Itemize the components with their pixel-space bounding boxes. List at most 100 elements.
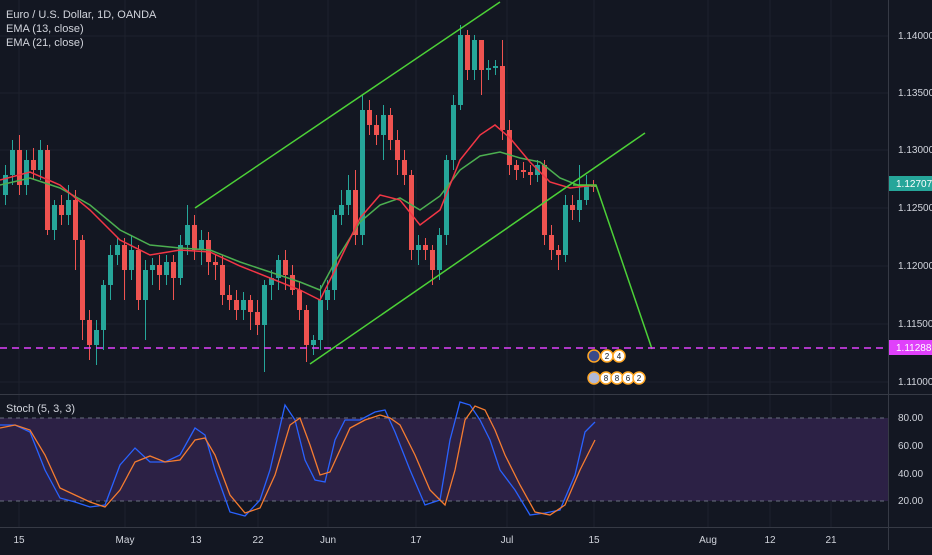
candle-body [332,215,337,290]
candle-body [479,40,484,70]
candle-body [493,66,498,68]
candle-body [276,260,281,278]
price-tick: 1.12000 [898,261,932,272]
candle-body [577,200,582,210]
candle-body [311,340,316,345]
candle-body [52,205,57,230]
event-badges[interactable]: 2 4 8 8 6 2 [587,349,646,385]
ema-13-line [0,124,597,302]
time-tick: 13 [190,535,202,546]
candle-body [213,262,218,265]
candle-body [122,245,127,270]
indicator-ema-13[interactable]: EMA (13, close) [6,23,84,35]
candle-body [325,290,330,300]
event-count-text: 2 [637,374,642,383]
chart-legend[interactable]: Euro / U.S. Dollar, 1D, OANDA EMA (13, c… [6,8,156,50]
candle-body [59,205,64,215]
candle-body [234,300,239,310]
candle-body [339,205,344,215]
event-count-text: 8 [615,374,620,383]
channel-lower-line[interactable] [309,132,646,365]
indicator-ema-21[interactable]: EMA (21, close) [6,37,84,49]
candle-body [409,175,414,250]
candle-body [570,205,575,210]
time-tick: Jun [320,535,336,546]
candle-body [514,165,519,170]
price-tick: 1.12500 [898,203,932,214]
price-axis[interactable]: 1.14000 1.13500 1.13000 1.12500 1.12000 … [898,31,932,388]
candle-body [17,150,22,185]
time-tick: 15 [13,535,25,546]
candle-body [101,285,106,330]
candle-body [136,250,141,300]
time-tick: 17 [410,535,422,546]
candle-body [66,200,71,215]
candle-body [423,245,428,250]
candle-body [430,250,435,270]
candle-body [164,262,169,275]
event-count-badge[interactable] [612,349,626,363]
candle-body [507,130,512,165]
current-price-badge: 1.12707 [889,176,932,191]
target-price-label: 1.11288 [896,343,932,354]
candle-body [318,300,323,340]
event-badge-row-1[interactable]: 2 4 [587,349,626,363]
stoch-d-line [0,405,596,516]
candle-body [115,245,120,255]
candle-body [199,240,204,250]
us-flag-icon[interactable] [587,371,601,385]
event-count-text: 2 [605,352,610,361]
time-tick: 15 [588,535,600,546]
candle-body [45,150,50,230]
target-price-badge: 1.11288 [889,340,932,355]
time-tick: 12 [764,535,776,546]
candle-body [150,265,155,270]
time-axis[interactable]: 15 May 13 22 Jun 17 Jul 15 Aug 12 21 [13,535,837,546]
time-tick: 22 [252,535,264,546]
stoch-tick: 40.00 [898,469,923,480]
candle-body [129,250,134,270]
stoch-tick: 20.00 [898,496,923,507]
candle-body [192,225,197,250]
candle-body [108,255,113,285]
candle-body [388,115,393,140]
candle-body [297,290,302,310]
candle-body [472,40,477,70]
candle-body [556,250,561,255]
channel-upper-line[interactable] [194,1,501,209]
candle-body [465,35,470,70]
event-badge-row-2[interactable]: 8 8 6 2 [587,371,646,385]
candle-body [171,262,176,278]
candle-body [185,225,190,245]
candle-body [444,160,449,235]
candle-body [227,295,232,300]
candle-body [157,265,162,275]
stoch-axis[interactable]: 80.00 60.00 40.00 20.00 [898,413,923,507]
candle-body [10,150,15,175]
candle-body [143,270,148,300]
candle-body [486,68,491,70]
time-tick: 21 [825,535,837,546]
candle-body [402,160,407,175]
candle-body [80,240,85,320]
candle-body [395,140,400,160]
candle-body [241,300,246,310]
candle-body [528,172,533,175]
event-count-badge[interactable] [632,371,646,385]
stoch-k-line [0,401,596,517]
price-tick: 1.11000 [898,377,932,388]
time-tick: May [116,535,135,546]
symbol-title[interactable]: Euro / U.S. Dollar, 1D, OANDA [6,9,157,21]
candle-body [178,245,183,278]
globe-flag-icon[interactable] [587,349,601,363]
candle-body [220,265,225,295]
event-count-text: 4 [617,352,622,361]
price-tick: 1.14000 [898,31,932,42]
stoch-legend[interactable]: Stoch (5, 3, 3) [6,403,76,415]
candle-body [346,190,351,205]
projection-path[interactable] [573,184,653,350]
candle-body [458,35,463,105]
candle-body [416,245,421,250]
